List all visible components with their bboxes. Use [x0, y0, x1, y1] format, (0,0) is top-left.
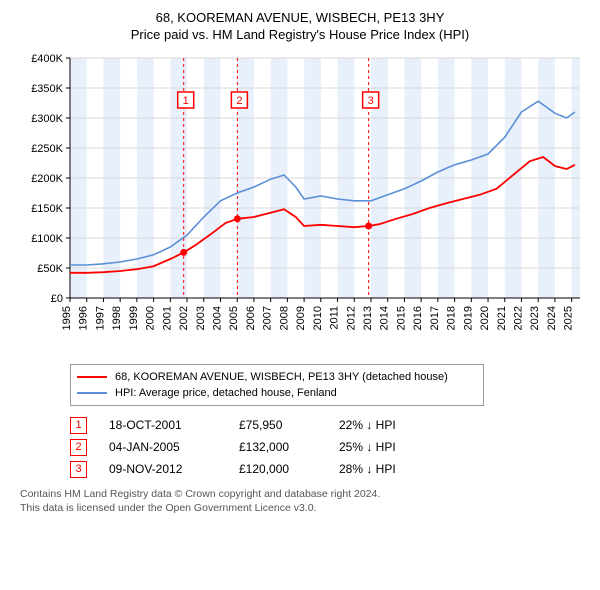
price-chart: £0 £50K £100K £150K £200K £250K £300K £350K £400… — [10, 48, 590, 358]
svg-text:£200K: £200K — [31, 173, 63, 185]
svg-text:2023: 2023 — [529, 306, 541, 330]
svg-text:2001: 2001 — [161, 306, 173, 330]
svg-text:2002: 2002 — [178, 306, 190, 330]
svg-text:1999: 1999 — [128, 306, 140, 330]
svg-text:2015: 2015 — [395, 306, 407, 330]
legend-item: HPI: Average price, detached house, Fenl… — [77, 385, 477, 401]
legend-swatch — [77, 392, 107, 394]
sale-price: £120,000 — [239, 462, 339, 476]
svg-text:1997: 1997 — [94, 306, 106, 330]
svg-text:£300K: £300K — [31, 113, 63, 125]
svg-text:2021: 2021 — [496, 306, 508, 330]
svg-text:2006: 2006 — [245, 306, 257, 330]
svg-text:2003: 2003 — [195, 306, 207, 330]
sale-date: 18-OCT-2001 — [109, 418, 239, 432]
sale-date: 04-JAN-2005 — [109, 440, 239, 454]
sale-diff: 28% ↓ HPI — [339, 462, 396, 476]
sale-row: 1 18-OCT-2001£75,95022% ↓ HPI — [70, 414, 590, 436]
sale-price: £132,000 — [239, 440, 339, 454]
svg-text:3: 3 — [368, 95, 374, 107]
svg-text:2011: 2011 — [329, 306, 341, 330]
svg-text:2014: 2014 — [379, 306, 391, 330]
sale-diff: 25% ↓ HPI — [339, 440, 396, 454]
chart-container: 68, KOOREMAN AVENUE, WISBECH, PE13 3HY P… — [0, 0, 600, 525]
svg-text:2007: 2007 — [262, 306, 274, 330]
svg-text:2024: 2024 — [546, 306, 558, 330]
svg-text:2016: 2016 — [412, 306, 424, 330]
svg-text:2018: 2018 — [446, 306, 458, 330]
svg-text:1: 1 — [183, 95, 189, 107]
svg-text:2012: 2012 — [345, 306, 357, 330]
footer-line2: This data is licensed under the Open Gov… — [20, 502, 590, 516]
svg-text:2004: 2004 — [211, 306, 223, 330]
svg-text:£250K: £250K — [31, 143, 63, 155]
svg-text:£150K: £150K — [31, 203, 63, 215]
sales-table: 1 18-OCT-2001£75,95022% ↓ HPI 2 04-JAN-2005… — [70, 414, 590, 480]
svg-text:2000: 2000 — [145, 306, 157, 330]
svg-text:£50K: £50K — [37, 263, 63, 275]
svg-text:2: 2 — [236, 95, 242, 107]
sale-marker-box: 2 — [70, 439, 87, 456]
svg-text:1998: 1998 — [111, 306, 123, 330]
svg-text:2025: 2025 — [563, 306, 575, 330]
sale-marker-box: 1 — [70, 417, 87, 434]
sale-price: £75,950 — [239, 418, 339, 432]
footer-line1: Contains HM Land Registry data © Crown c… — [20, 488, 590, 502]
svg-text:2022: 2022 — [512, 306, 524, 330]
svg-text:2008: 2008 — [278, 306, 290, 330]
sale-diff: 22% ↓ HPI — [339, 418, 396, 432]
sale-marker-box: 3 — [70, 461, 87, 478]
svg-text:2020: 2020 — [479, 306, 491, 330]
svg-text:£100K: £100K — [31, 233, 63, 245]
svg-text:2010: 2010 — [312, 306, 324, 330]
sale-row: 2 04-JAN-2005£132,00025% ↓ HPI — [70, 436, 590, 458]
chart-title: 68, KOOREMAN AVENUE, WISBECH, PE13 3HY — [10, 10, 590, 25]
svg-text:2013: 2013 — [362, 306, 374, 330]
sale-row: 3 09-NOV-2012£120,00028% ↓ HPI — [70, 458, 590, 480]
svg-text:2005: 2005 — [228, 306, 240, 330]
legend-label: 68, KOOREMAN AVENUE, WISBECH, PE13 3HY (… — [115, 371, 448, 383]
legend-swatch — [77, 376, 107, 378]
sale-date: 09-NOV-2012 — [109, 462, 239, 476]
svg-text:£0: £0 — [51, 293, 63, 305]
svg-text:1996: 1996 — [78, 306, 90, 330]
legend-label: HPI: Average price, detached house, Fenl… — [115, 387, 337, 399]
svg-text:2009: 2009 — [295, 306, 307, 330]
svg-text:£400K: £400K — [31, 53, 63, 65]
svg-text:2019: 2019 — [462, 306, 474, 330]
legend: 68, KOOREMAN AVENUE, WISBECH, PE13 3HY (… — [70, 364, 484, 406]
svg-text:£350K: £350K — [31, 83, 63, 95]
legend-item: 68, KOOREMAN AVENUE, WISBECH, PE13 3HY (… — [77, 369, 477, 385]
chart-subtitle: Price paid vs. HM Land Registry's House … — [10, 27, 590, 42]
footer: Contains HM Land Registry data © Crown c… — [20, 488, 590, 515]
svg-text:2017: 2017 — [429, 306, 441, 330]
svg-text:1995: 1995 — [61, 306, 73, 330]
